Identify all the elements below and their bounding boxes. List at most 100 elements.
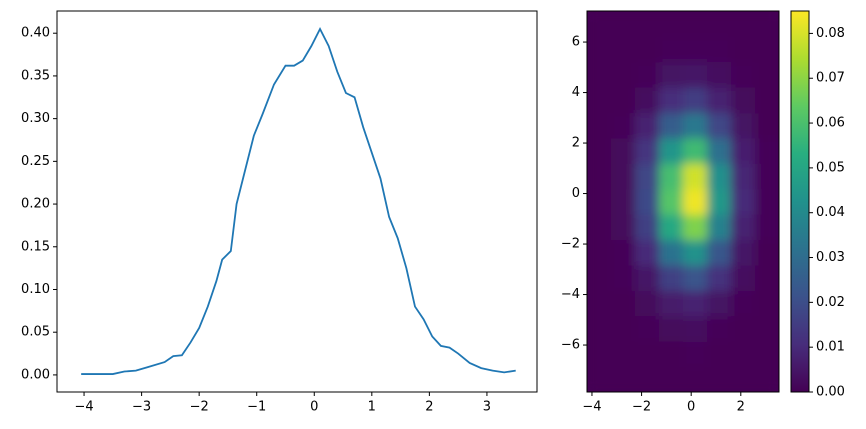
y-tick-label: 0.40 xyxy=(21,26,50,41)
heatmap-cell xyxy=(587,61,612,88)
heatmap-cell xyxy=(587,138,612,164)
heatmap-cell xyxy=(659,112,684,139)
heatmap-cell xyxy=(683,239,708,266)
heatmap-cell xyxy=(707,61,732,88)
heatmap-cell xyxy=(731,290,756,317)
heatmap-cell xyxy=(659,36,684,63)
heatmap-cell xyxy=(635,315,660,342)
heatmap-cell xyxy=(731,188,756,215)
heatmap-cell xyxy=(707,366,732,392)
heatmap-cell xyxy=(707,87,732,114)
y-tick-label: −4 xyxy=(561,287,580,302)
heatmap-cell xyxy=(731,214,756,241)
heatmap-cell xyxy=(731,315,756,342)
y-tick-label: 0.00 xyxy=(21,367,50,382)
heatmap-cell xyxy=(683,163,708,190)
colorbar-tick-label: 0.05 xyxy=(816,160,845,175)
y-tick-label: 0.05 xyxy=(21,325,50,340)
heatmap-cell xyxy=(755,290,779,317)
x-tick-label: −2 xyxy=(190,400,209,415)
heatmap-cell xyxy=(755,87,779,114)
y-tick-label: 0.10 xyxy=(21,282,50,297)
heatmap-cell xyxy=(755,239,779,266)
heatmap-cell xyxy=(659,265,684,291)
colorbar-tick-label: 0.03 xyxy=(816,250,845,265)
heatmap-cell xyxy=(683,138,708,164)
heatmap-cell xyxy=(731,138,756,164)
heatmap-cell xyxy=(755,214,779,241)
y-tick-label: 0.30 xyxy=(21,111,50,126)
heatmap-cell xyxy=(755,61,779,88)
heatmap-cell xyxy=(635,214,660,241)
heatmap-cell xyxy=(635,163,660,190)
heatmap-cell xyxy=(635,138,660,164)
y-tick-label: 0.20 xyxy=(21,197,50,212)
heatmap-cell xyxy=(731,61,756,88)
heatmap-cell xyxy=(587,11,612,37)
heatmap-cell xyxy=(683,315,708,342)
colorbar-tick-label: 0.02 xyxy=(816,295,845,310)
heatmap-cell xyxy=(659,188,684,215)
heatmap-cell xyxy=(731,265,756,291)
y-tick-label: 0.25 xyxy=(21,154,50,169)
heatmap-cell xyxy=(611,87,636,114)
heatmap-cell xyxy=(707,188,732,215)
x-tick-label: 3 xyxy=(483,400,491,415)
x-tick-label: 2 xyxy=(425,400,433,415)
x-tick-label: 0 xyxy=(310,400,318,415)
x-tick-label: −4 xyxy=(582,400,601,415)
heatmap-cell xyxy=(659,163,684,190)
heatmap-cell xyxy=(635,36,660,63)
colorbar-tick-label: 0.04 xyxy=(816,205,845,220)
x-tick-label: −3 xyxy=(132,400,151,415)
heatmap-cell xyxy=(659,366,684,392)
heatmap-cell xyxy=(755,188,779,215)
heatmap-cell xyxy=(611,315,636,342)
heatmap-cell xyxy=(731,36,756,63)
heatmap-cell xyxy=(659,138,684,164)
heatmap-cell xyxy=(611,11,636,37)
heatmap-cell xyxy=(659,290,684,317)
heatmap-cell xyxy=(587,239,612,266)
y-tick-label: 4 xyxy=(572,85,580,100)
x-tick-label: −2 xyxy=(632,400,651,415)
heatmap-cell xyxy=(611,138,636,164)
x-tick-label: −1 xyxy=(247,400,266,415)
heatmap-cell xyxy=(587,366,612,392)
heatmap-cell xyxy=(611,341,636,368)
heatmap-cell xyxy=(707,112,732,139)
colorbar-tick-label: 0.07 xyxy=(816,71,845,86)
heatmap-cell xyxy=(683,11,708,37)
heatmap-cell xyxy=(755,366,779,392)
heatmap-cell xyxy=(755,138,779,164)
heatmap-cell xyxy=(611,214,636,241)
heatmap-cell xyxy=(635,11,660,37)
colorbar-tick-label: 0.06 xyxy=(816,116,845,131)
heatmap-cell xyxy=(659,214,684,241)
heatmap-cell xyxy=(683,341,708,368)
heatmap-cell xyxy=(659,315,684,342)
heatmap-cell xyxy=(731,341,756,368)
heatmap-cell xyxy=(683,188,708,215)
heatmap-cell xyxy=(611,112,636,139)
y-tick-label: 6 xyxy=(572,35,580,50)
y-tick-label: 0 xyxy=(572,186,580,201)
x-tick-label: −4 xyxy=(74,400,93,415)
heatmap-cell xyxy=(611,188,636,215)
heatmap-cell xyxy=(587,341,612,368)
heatmap-cell xyxy=(611,265,636,291)
heatmap-cell xyxy=(683,112,708,139)
heatmap-cell xyxy=(635,366,660,392)
heatmap-cell xyxy=(611,36,636,63)
heatmap-cell xyxy=(611,61,636,88)
axes-frame xyxy=(56,10,538,393)
heatmap-cell xyxy=(683,214,708,241)
heatmap-cell xyxy=(707,11,732,37)
x-tick-label: 1 xyxy=(368,400,376,415)
heatmap-cell xyxy=(587,315,612,342)
axes-frame xyxy=(586,10,780,393)
heatmap-cell xyxy=(587,163,612,190)
heatmap-cell xyxy=(707,138,732,164)
heatmap-cell xyxy=(635,341,660,368)
